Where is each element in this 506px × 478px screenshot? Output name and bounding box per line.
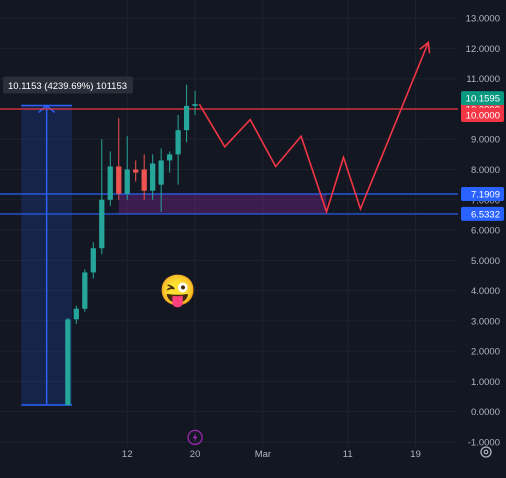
- last-price-tag: 10.1595: [466, 94, 500, 105]
- measure-label: 10.1153 (4239.69%) 101153: [8, 81, 127, 92]
- tongue-emoji-icon: 😜: [159, 274, 196, 309]
- candle-body: [141, 169, 147, 191]
- lightning-icon-ring: [187, 429, 203, 446]
- candle-body: [90, 248, 96, 273]
- price-tag: 10.0000: [466, 110, 500, 121]
- price-tick-label: 4.0000: [471, 286, 500, 297]
- price-tag-box[interactable]: [461, 187, 504, 202]
- price-tick-label: -1.0000: [468, 437, 500, 448]
- measure-arrow-head-icon: [38, 104, 56, 114]
- price-zone: [118, 194, 327, 214]
- time-tick-label: Mar: [255, 449, 271, 460]
- overlays: 😜: [159, 274, 492, 458]
- projection-arrow-head-icon: [419, 40, 431, 54]
- measure-label-box: [3, 76, 133, 94]
- gear-outer: [480, 446, 492, 458]
- price-tick-label: 1.0000: [471, 377, 500, 388]
- price-range-measure[interactable]: 10.1153 (4239.69%) 101153: [3, 76, 133, 406]
- candle-body: [116, 166, 122, 194]
- time-tick-label: 20: [190, 449, 201, 460]
- candle-body: [107, 166, 113, 200]
- price-tag: 7.1909: [471, 190, 500, 201]
- candle-body: [183, 105, 190, 131]
- candle-body: [99, 199, 105, 249]
- price-tick-label: 5.0000: [471, 256, 500, 267]
- price-tick-label: 13.0000: [466, 14, 500, 25]
- projection-line[interactable]: [198, 42, 430, 215]
- price-axis[interactable]: 13.0000 12.0000 11.0000 10.0000 9.0000 8.0000…: [461, 14, 504, 449]
- candle-body: [65, 319, 71, 406]
- price-tick-label: 8.0000: [471, 165, 500, 176]
- candle-body: [124, 169, 130, 194]
- price-tick-label: 2.0000: [471, 347, 500, 358]
- price-tick-label: 12.0000: [466, 44, 500, 55]
- price-tag: 6.5332: [471, 209, 500, 220]
- highlight-zone: [118, 194, 327, 214]
- price-tick-label: 3.0000: [471, 316, 500, 327]
- candle-body: [192, 104, 198, 106]
- candle-body: [133, 169, 139, 173]
- lightning-bolt-icon: [192, 432, 198, 442]
- candle-body: [158, 160, 164, 185]
- candle-body: [73, 308, 79, 320]
- candle-body: [175, 130, 181, 155]
- lightning-icon[interactable]: [187, 429, 203, 446]
- price-tick-label: 6.0000: [471, 226, 500, 237]
- price-tick-label: 0.0000: [471, 407, 500, 418]
- settings-gear-icon[interactable]: [480, 446, 492, 458]
- price-tag-box[interactable]: [461, 206, 504, 221]
- price-tag-box[interactable]: [461, 107, 504, 122]
- gear-inner: [483, 449, 489, 455]
- candles: [65, 84, 198, 406]
- time-tick-label: 11: [343, 449, 353, 460]
- projection-path[interactable]: [198, 40, 431, 215]
- candle-body: [167, 154, 173, 161]
- candle-body: [150, 163, 156, 191]
- price-tick-label: 11.0000: [466, 74, 500, 85]
- time-tick-label: 19: [410, 449, 421, 460]
- horizontal-lines[interactable]: [0, 108, 458, 215]
- last-price-tag-box[interactable]: [461, 91, 504, 106]
- candle-body: [82, 272, 88, 309]
- time-tick-label: 12: [122, 449, 133, 460]
- time-axis[interactable]: 12 20 Mar 11 19: [122, 449, 421, 460]
- price-tick-label: 9.0000: [471, 135, 500, 146]
